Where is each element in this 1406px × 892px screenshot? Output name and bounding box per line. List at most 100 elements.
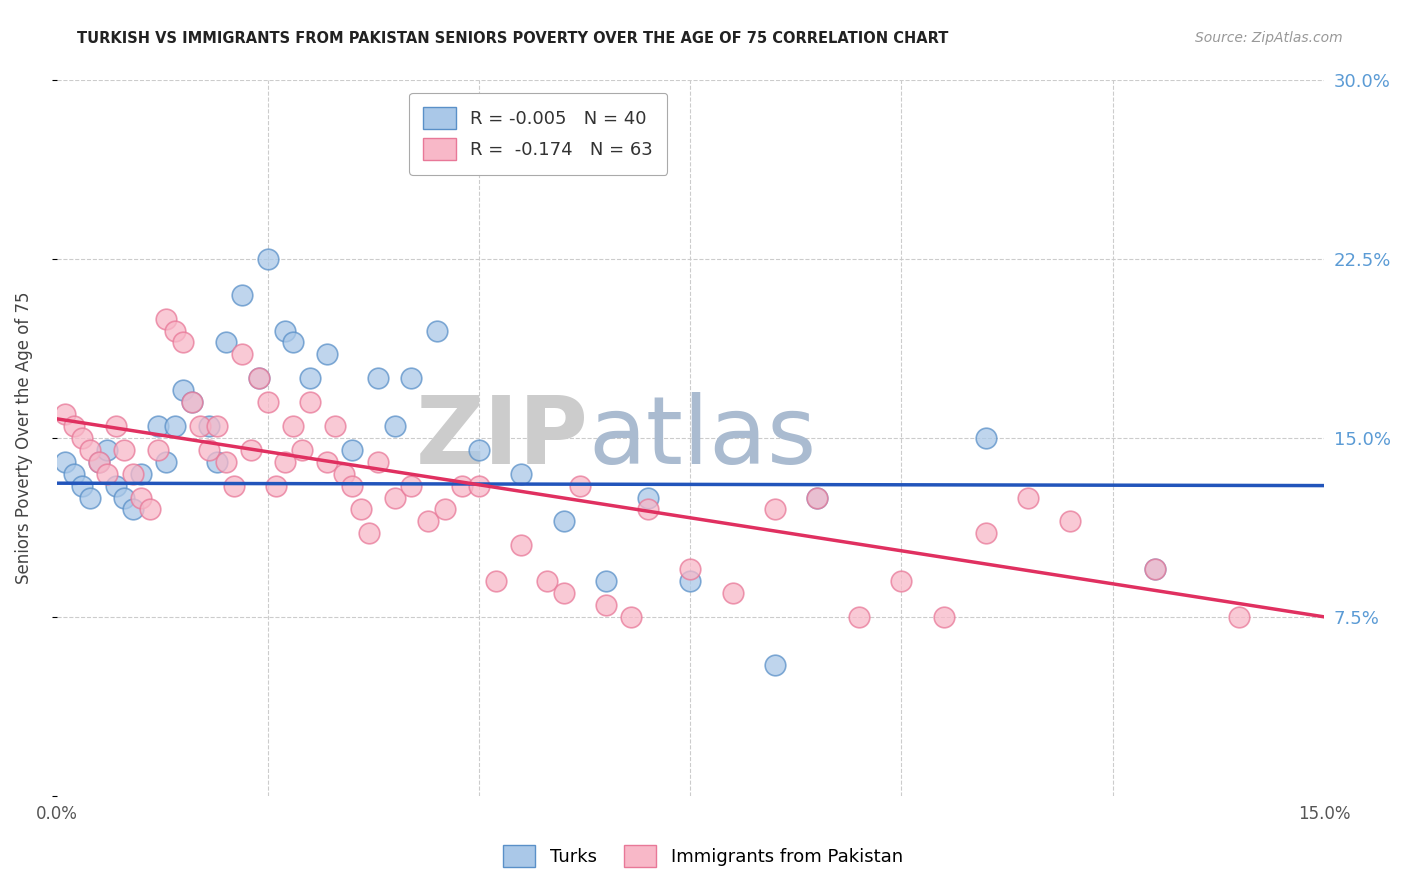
Point [342, 478, 364, 492]
Point [637, 502, 659, 516]
Point [155, 311, 177, 326]
Point [763, 502, 786, 516]
Point [214, 335, 236, 350]
Point [129, 467, 152, 481]
Point [350, 502, 373, 516]
Point [291, 442, 314, 457]
Point [367, 455, 389, 469]
Point [96, 442, 118, 457]
Point [434, 502, 457, 516]
Point [595, 598, 617, 612]
Point [1059, 515, 1081, 529]
Text: atlas: atlas [589, 392, 817, 483]
Point [763, 657, 786, 672]
Point [138, 502, 160, 516]
Point [595, 574, 617, 588]
Point [104, 478, 127, 492]
Legend: R = -0.005   N = 40, R =  -0.174   N = 63: R = -0.005 N = 40, R = -0.174 N = 63 [409, 93, 668, 175]
Point [1143, 562, 1166, 576]
Point [274, 455, 297, 469]
Point [121, 502, 143, 516]
Point [180, 395, 202, 409]
Point [112, 491, 135, 505]
Point [214, 455, 236, 469]
Point [342, 442, 364, 457]
Point [1143, 562, 1166, 576]
Point [1229, 609, 1251, 624]
Point [96, 467, 118, 481]
Point [79, 442, 101, 457]
Point [62, 419, 84, 434]
Point [146, 442, 169, 457]
Point [679, 574, 702, 588]
Point [112, 442, 135, 457]
Y-axis label: Seniors Poverty Over the Age of 75: Seniors Poverty Over the Age of 75 [15, 292, 32, 584]
Point [87, 455, 110, 469]
Point [536, 574, 558, 588]
Point [197, 442, 219, 457]
Point [264, 478, 287, 492]
Point [553, 515, 575, 529]
Point [231, 287, 253, 301]
Point [172, 335, 194, 350]
Point [163, 419, 186, 434]
Point [974, 526, 997, 541]
Point [180, 395, 202, 409]
Point [299, 395, 322, 409]
Point [188, 419, 211, 434]
Point [316, 347, 339, 361]
Point [890, 574, 912, 588]
Point [384, 491, 406, 505]
Point [325, 419, 347, 434]
Point [256, 395, 278, 409]
Point [384, 419, 406, 434]
Point [367, 371, 389, 385]
Point [222, 478, 245, 492]
Point [283, 335, 305, 350]
Point [197, 419, 219, 434]
Point [316, 455, 339, 469]
Point [79, 491, 101, 505]
Text: ZIP: ZIP [416, 392, 589, 483]
Point [848, 609, 870, 624]
Point [53, 407, 76, 421]
Point [485, 574, 508, 588]
Point [468, 478, 491, 492]
Text: TURKISH VS IMMIGRANTS FROM PAKISTAN SENIORS POVERTY OVER THE AGE OF 75 CORRELATI: TURKISH VS IMMIGRANTS FROM PAKISTAN SENI… [77, 31, 949, 46]
Point [247, 371, 270, 385]
Text: Source: ZipAtlas.com: Source: ZipAtlas.com [1195, 31, 1343, 45]
Point [932, 609, 955, 624]
Point [569, 478, 592, 492]
Point [163, 324, 186, 338]
Point [418, 515, 440, 529]
Point [87, 455, 110, 469]
Point [401, 478, 423, 492]
Point [359, 526, 381, 541]
Point [53, 455, 76, 469]
Point [283, 419, 305, 434]
Point [146, 419, 169, 434]
Point [721, 586, 744, 600]
Point [70, 431, 93, 445]
Point [806, 491, 828, 505]
Point [70, 478, 93, 492]
Point [401, 371, 423, 385]
Point [62, 467, 84, 481]
Point [806, 491, 828, 505]
Point [333, 467, 356, 481]
Point [679, 562, 702, 576]
Point [172, 383, 194, 397]
Point [468, 442, 491, 457]
Point [256, 252, 278, 266]
Point [510, 467, 533, 481]
Point [620, 609, 643, 624]
Point [553, 586, 575, 600]
Point [299, 371, 322, 385]
Point [247, 371, 270, 385]
Point [205, 455, 228, 469]
Point [1017, 491, 1039, 505]
Point [121, 467, 143, 481]
Point [426, 324, 449, 338]
Point [205, 419, 228, 434]
Point [274, 324, 297, 338]
